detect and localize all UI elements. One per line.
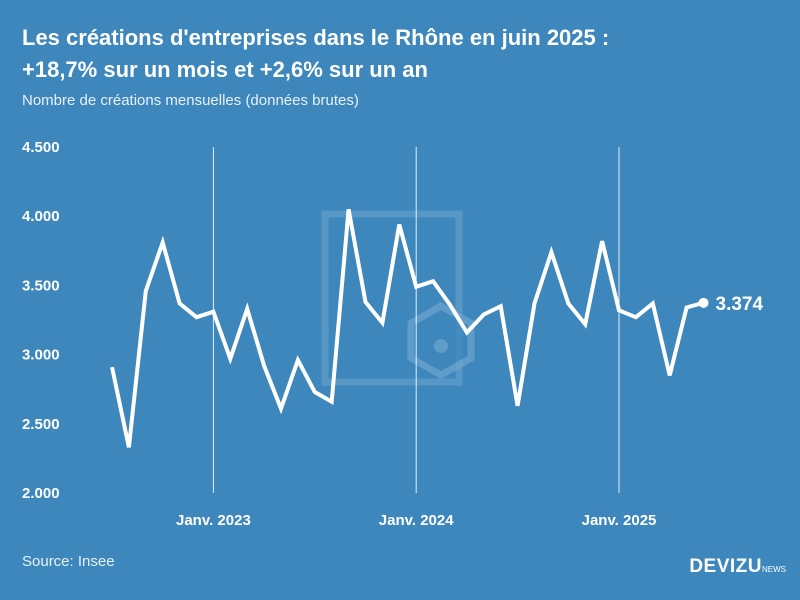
y-tick-label: 3.500 — [22, 277, 60, 294]
y-tick-label: 3.000 — [22, 347, 60, 364]
building-watermark-icon — [321, 210, 475, 386]
x-tick-label: Janv. 2024 — [379, 512, 454, 529]
y-tick-label: 2.000 — [22, 485, 60, 502]
brand-name: DEVIZU — [689, 556, 762, 577]
x-axis: Janv. 2023 Janv. 2024 Janv. 2025 — [176, 512, 656, 529]
chart-series: 3.374 — [110, 208, 764, 448]
source-note: Source: Insee — [22, 553, 115, 570]
x-tick-label: Janv. 2023 — [176, 512, 251, 529]
y-axis: 2.000 2.500 3.000 3.500 4.000 4.500 — [22, 139, 60, 502]
brand-sub: NEWS — [762, 565, 786, 574]
chart-grid — [212, 147, 620, 493]
watermark-frame — [321, 210, 463, 386]
watermark-dot — [434, 339, 448, 353]
x-tick-label: Janv. 2025 — [582, 512, 657, 529]
end-point-marker — [698, 297, 709, 308]
chart-subtitle: Nombre de créations mensuelles (données … — [22, 92, 359, 109]
title-line-1: Les créations d'entreprises dans le Rhôn… — [22, 25, 610, 50]
series-line — [110, 208, 705, 448]
end-value-label: 3.374 — [716, 294, 764, 315]
brand-logo: DEVIZUNEWS — [689, 556, 786, 578]
chart-title: Les créations d'entreprises dans le Rhôn… — [22, 22, 782, 86]
title-line-2: +18,7% sur un mois et +2,6% sur un an — [22, 57, 428, 82]
y-tick-label: 4.000 — [22, 208, 60, 225]
y-tick-label: 4.500 — [22, 139, 60, 156]
y-tick-label: 2.500 — [22, 416, 60, 433]
